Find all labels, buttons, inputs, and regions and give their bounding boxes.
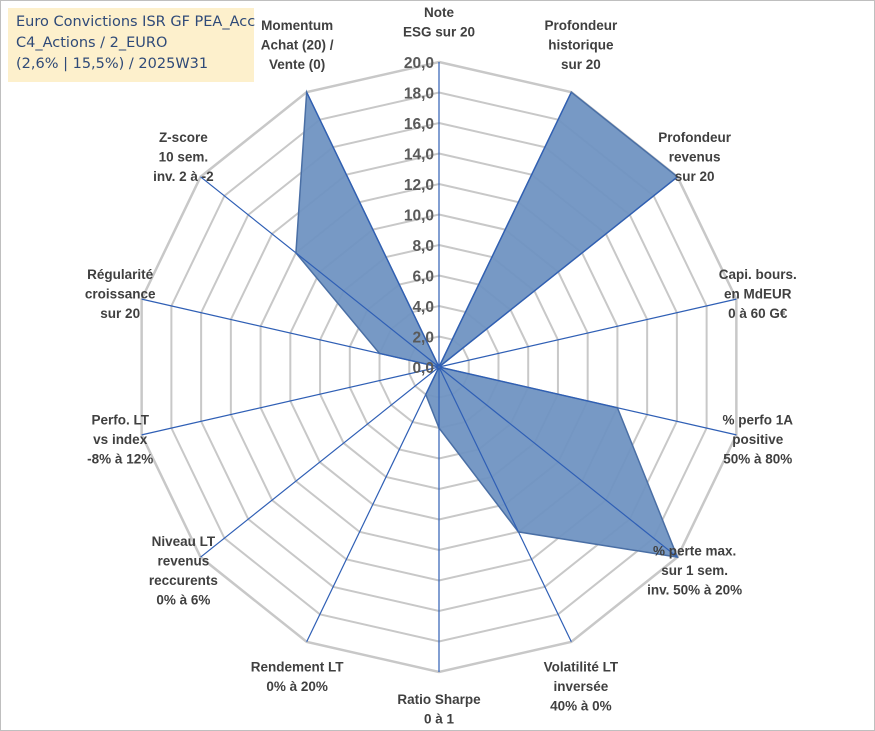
tick-label: 10,0 bbox=[404, 208, 434, 225]
axis-label-line: reccurents bbox=[149, 573, 218, 588]
axis-spoke-4 bbox=[438, 366, 737, 436]
series-area bbox=[295, 89, 679, 559]
axis-label-line: en MdEUR bbox=[724, 286, 792, 301]
axis-label-line: 0% à 6% bbox=[156, 592, 210, 607]
axis-spoke-10 bbox=[141, 366, 440, 436]
axis-label-line: % perte max. bbox=[653, 544, 736, 559]
tick-label: 20,0 bbox=[404, 55, 434, 72]
axis-spoke-12 bbox=[200, 176, 440, 368]
axis-label-2: Profondeur revenus sur 20 bbox=[658, 130, 731, 184]
chart-title-box: Euro Convictions ISR GF PEA_Acc C4_Actio… bbox=[8, 8, 256, 82]
axis-spoke-11 bbox=[141, 298, 440, 368]
axis-label-12: Z-score 10 sem. inv. 2 à -2 bbox=[153, 130, 214, 184]
axis-label-line: Volatilité LT bbox=[544, 660, 619, 675]
tick-label: 4,0 bbox=[412, 299, 434, 316]
axis-label-line: Profondeur bbox=[545, 18, 618, 33]
axis-label-line: Capi. bours. bbox=[719, 267, 797, 282]
axis-label-3: Capi. bours. en MdEUR 0 à 60 G€ bbox=[719, 267, 797, 321]
axis-spoke-13 bbox=[306, 91, 440, 368]
axis-label-13: Momentum Achat (20) / Vente (0) bbox=[261, 18, 334, 72]
axis-spoke-3 bbox=[438, 298, 737, 368]
data-point-2 bbox=[676, 176, 679, 178]
axis-spoke-5 bbox=[438, 366, 678, 558]
axis-label-line: positive bbox=[732, 432, 784, 447]
axis-label-0: Note ESG sur 20 bbox=[403, 5, 475, 40]
tick-label: 2,0 bbox=[412, 330, 434, 347]
axis-spoke-1 bbox=[438, 91, 572, 368]
axis-label-line: Momentum bbox=[261, 18, 333, 33]
axis-label-line: historique bbox=[548, 37, 614, 52]
axis-label-7: Ratio Sharpe 0 à 1 bbox=[397, 692, 481, 727]
axis-label-line: sur 20 bbox=[675, 169, 715, 184]
title-line-2: C4_Actions / 2_EURO bbox=[16, 35, 168, 51]
axis-spoke-8 bbox=[306, 366, 440, 643]
axis-label-line: inv. 2 à -2 bbox=[153, 169, 214, 184]
data-point-5 bbox=[676, 556, 679, 558]
axis-label-line: vs index bbox=[93, 432, 148, 447]
axis-label-line: inv. 50% à 20% bbox=[647, 583, 742, 598]
axis-label-line: sur 1 sem. bbox=[661, 563, 728, 578]
axis-label-line: Achat (20) / bbox=[261, 37, 334, 52]
axis-label-line: Perfo. LT bbox=[91, 413, 149, 428]
tick-label: 8,0 bbox=[412, 238, 434, 255]
axis-label-line: Profondeur bbox=[658, 130, 731, 145]
data-point-10 bbox=[438, 366, 440, 368]
axis-label-line: Vente (0) bbox=[269, 57, 325, 72]
axis-label-line: revenus bbox=[157, 553, 209, 568]
tick-label: 16,0 bbox=[404, 116, 434, 133]
axis-label-line: -8% à 12% bbox=[87, 452, 153, 467]
data-point-7 bbox=[438, 427, 440, 429]
axis-label-line: croissance bbox=[85, 286, 156, 301]
axis-label-line: sur 20 bbox=[100, 306, 140, 321]
axis-label-5: % perte max. sur 1 sem. inv. 50% à 20% bbox=[647, 544, 742, 598]
tick-label: 12,0 bbox=[404, 177, 434, 194]
tick-label: 14,0 bbox=[404, 147, 434, 164]
axis-label-line: Rendement LT bbox=[251, 660, 345, 675]
data-point-8 bbox=[424, 393, 427, 396]
axis-label-line: sur 20 bbox=[561, 57, 601, 72]
axis-label-10: Perfo. LT vs index -8% à 12% bbox=[87, 413, 153, 467]
axis-label-line: revenus bbox=[669, 149, 721, 164]
tick-label: 0,0 bbox=[412, 360, 434, 377]
axis-label-4: % perfo 1A positive 50% à 80% bbox=[723, 413, 794, 467]
data-point-12 bbox=[295, 252, 297, 254]
axis-spoke-6 bbox=[438, 366, 572, 643]
axis-label-line: 0 à 1 bbox=[424, 712, 455, 727]
axis-label-11: Régularité croissance sur 20 bbox=[85, 267, 156, 321]
data-point-1 bbox=[570, 91, 573, 94]
axis-label-line: inversée bbox=[553, 679, 608, 694]
data-point-6 bbox=[517, 531, 520, 533]
axis-label-line: ESG sur 20 bbox=[403, 25, 475, 40]
axis-label-line: 50% à 80% bbox=[723, 452, 792, 467]
axis-label-line: 0 à 60 G€ bbox=[728, 306, 788, 321]
axis-label-line: Régularité bbox=[87, 267, 154, 282]
data-point-13 bbox=[305, 91, 308, 94]
axis-label-line: Ratio Sharpe bbox=[397, 692, 481, 707]
axis-label-9: Niveau LT revenus reccurents 0% à 6% bbox=[149, 534, 218, 608]
axis-label-line: 10 sem. bbox=[159, 149, 209, 164]
axis-label-line: 0% à 20% bbox=[266, 679, 328, 694]
axis-spoke-2 bbox=[438, 176, 678, 368]
axis-label-line: Note bbox=[424, 5, 454, 20]
axis-label-8: Rendement LT 0% à 20% bbox=[251, 660, 345, 695]
axis-label-line: Z-score bbox=[159, 130, 208, 145]
title-line-3: (2,6% | 15,5%) / 2025W31 bbox=[16, 56, 209, 72]
axis-label-line: 40% à 0% bbox=[550, 699, 612, 714]
title-line-1: Euro Convictions ISR GF PEA_Acc bbox=[16, 14, 256, 30]
data-point-4 bbox=[616, 406, 619, 409]
axis-spoke-9 bbox=[200, 366, 440, 558]
axis-label-line: Niveau LT bbox=[152, 534, 216, 549]
data-point-11 bbox=[378, 352, 381, 355]
axis-label-1: Profondeur historique sur 20 bbox=[545, 18, 618, 72]
tick-label: 18,0 bbox=[404, 86, 434, 103]
axis-label-line: % perfo 1A bbox=[723, 413, 794, 428]
tick-label: 6,0 bbox=[412, 269, 434, 286]
axis-label-6: Volatilité LT inversée 40% à 0% bbox=[544, 660, 619, 714]
